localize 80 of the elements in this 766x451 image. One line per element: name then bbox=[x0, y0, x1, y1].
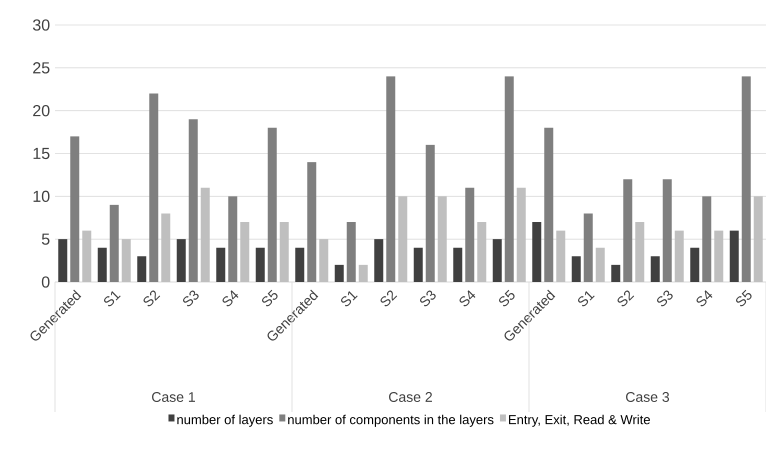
bar bbox=[240, 222, 250, 282]
x-tick-label: S4 bbox=[460, 290, 476, 306]
bar bbox=[426, 144, 435, 282]
x-tick-label: S1 bbox=[578, 291, 595, 306]
bar bbox=[268, 128, 277, 282]
bar bbox=[161, 213, 170, 282]
y-tick-label: 25 bbox=[33, 62, 50, 74]
bar bbox=[544, 128, 554, 282]
bar bbox=[137, 256, 146, 282]
bar bbox=[386, 76, 396, 282]
x-tick-label: S3 bbox=[657, 290, 673, 306]
bar bbox=[662, 179, 672, 282]
bar bbox=[149, 94, 158, 282]
bar bbox=[438, 196, 447, 282]
y-tick-label: 20 bbox=[33, 105, 50, 116]
bar bbox=[596, 248, 605, 282]
bar bbox=[82, 230, 92, 282]
bar bbox=[122, 239, 131, 282]
bar bbox=[110, 204, 119, 282]
bar bbox=[70, 136, 80, 282]
bar bbox=[334, 264, 344, 282]
bar bbox=[228, 196, 238, 282]
bar bbox=[516, 188, 526, 282]
text: Case 3 bbox=[626, 392, 670, 402]
bar bbox=[188, 119, 198, 282]
bar bbox=[702, 196, 712, 282]
x-tick-label: S5 bbox=[736, 290, 752, 306]
text: Case 1 bbox=[152, 392, 195, 402]
bar bbox=[280, 222, 289, 282]
bar bbox=[295, 248, 304, 282]
bar bbox=[307, 162, 316, 282]
y-tick-label: 5 bbox=[42, 234, 50, 245]
bar bbox=[742, 76, 751, 282]
bar bbox=[584, 213, 593, 282]
bar bbox=[572, 256, 581, 282]
bar bbox=[714, 230, 724, 282]
bar bbox=[730, 230, 739, 282]
bar bbox=[504, 76, 514, 282]
bar bbox=[492, 239, 502, 282]
bar bbox=[465, 188, 474, 282]
bar bbox=[623, 179, 632, 282]
bar bbox=[398, 196, 408, 282]
bar bbox=[754, 196, 763, 282]
legend-label: number of components in the layers bbox=[288, 414, 494, 427]
bar bbox=[374, 239, 384, 282]
bar bbox=[256, 248, 265, 282]
y-tick-label: 30 bbox=[32, 19, 50, 31]
bar bbox=[532, 222, 542, 282]
bar bbox=[611, 264, 620, 282]
bar bbox=[477, 222, 486, 282]
x-tick-label: S2 bbox=[144, 290, 160, 306]
bar bbox=[200, 188, 210, 282]
x-tick-label: S1 bbox=[341, 291, 358, 306]
x-tick-label: S1 bbox=[104, 291, 121, 306]
legend-label: number of layers bbox=[177, 414, 273, 427]
bar bbox=[674, 230, 684, 282]
y-tick-label: 15 bbox=[34, 148, 50, 160]
bar bbox=[650, 256, 660, 282]
text: Case 2 bbox=[389, 392, 432, 402]
bar bbox=[319, 239, 328, 282]
bar bbox=[453, 248, 462, 282]
bar bbox=[635, 222, 644, 282]
x-tick-label: S2 bbox=[380, 290, 398, 306]
y-tick-label: 10 bbox=[34, 190, 50, 202]
bar bbox=[98, 248, 107, 282]
y-tick-label: 0 bbox=[42, 276, 50, 288]
legend-label: Entry, Exit, Read & Write bbox=[509, 414, 650, 427]
bar bbox=[58, 239, 68, 282]
x-tick-label: S2 bbox=[618, 290, 634, 306]
bar bbox=[414, 248, 423, 282]
bar bbox=[176, 239, 186, 282]
x-tick-label: S3 bbox=[420, 290, 436, 306]
bar bbox=[690, 248, 700, 282]
bar bbox=[216, 248, 226, 282]
bar bbox=[358, 264, 368, 282]
x-tick-label: S4 bbox=[696, 290, 712, 306]
x-tick-label: S4 bbox=[222, 290, 238, 306]
bar bbox=[346, 222, 356, 282]
bar bbox=[556, 230, 566, 282]
x-tick-label: S3 bbox=[183, 290, 199, 306]
